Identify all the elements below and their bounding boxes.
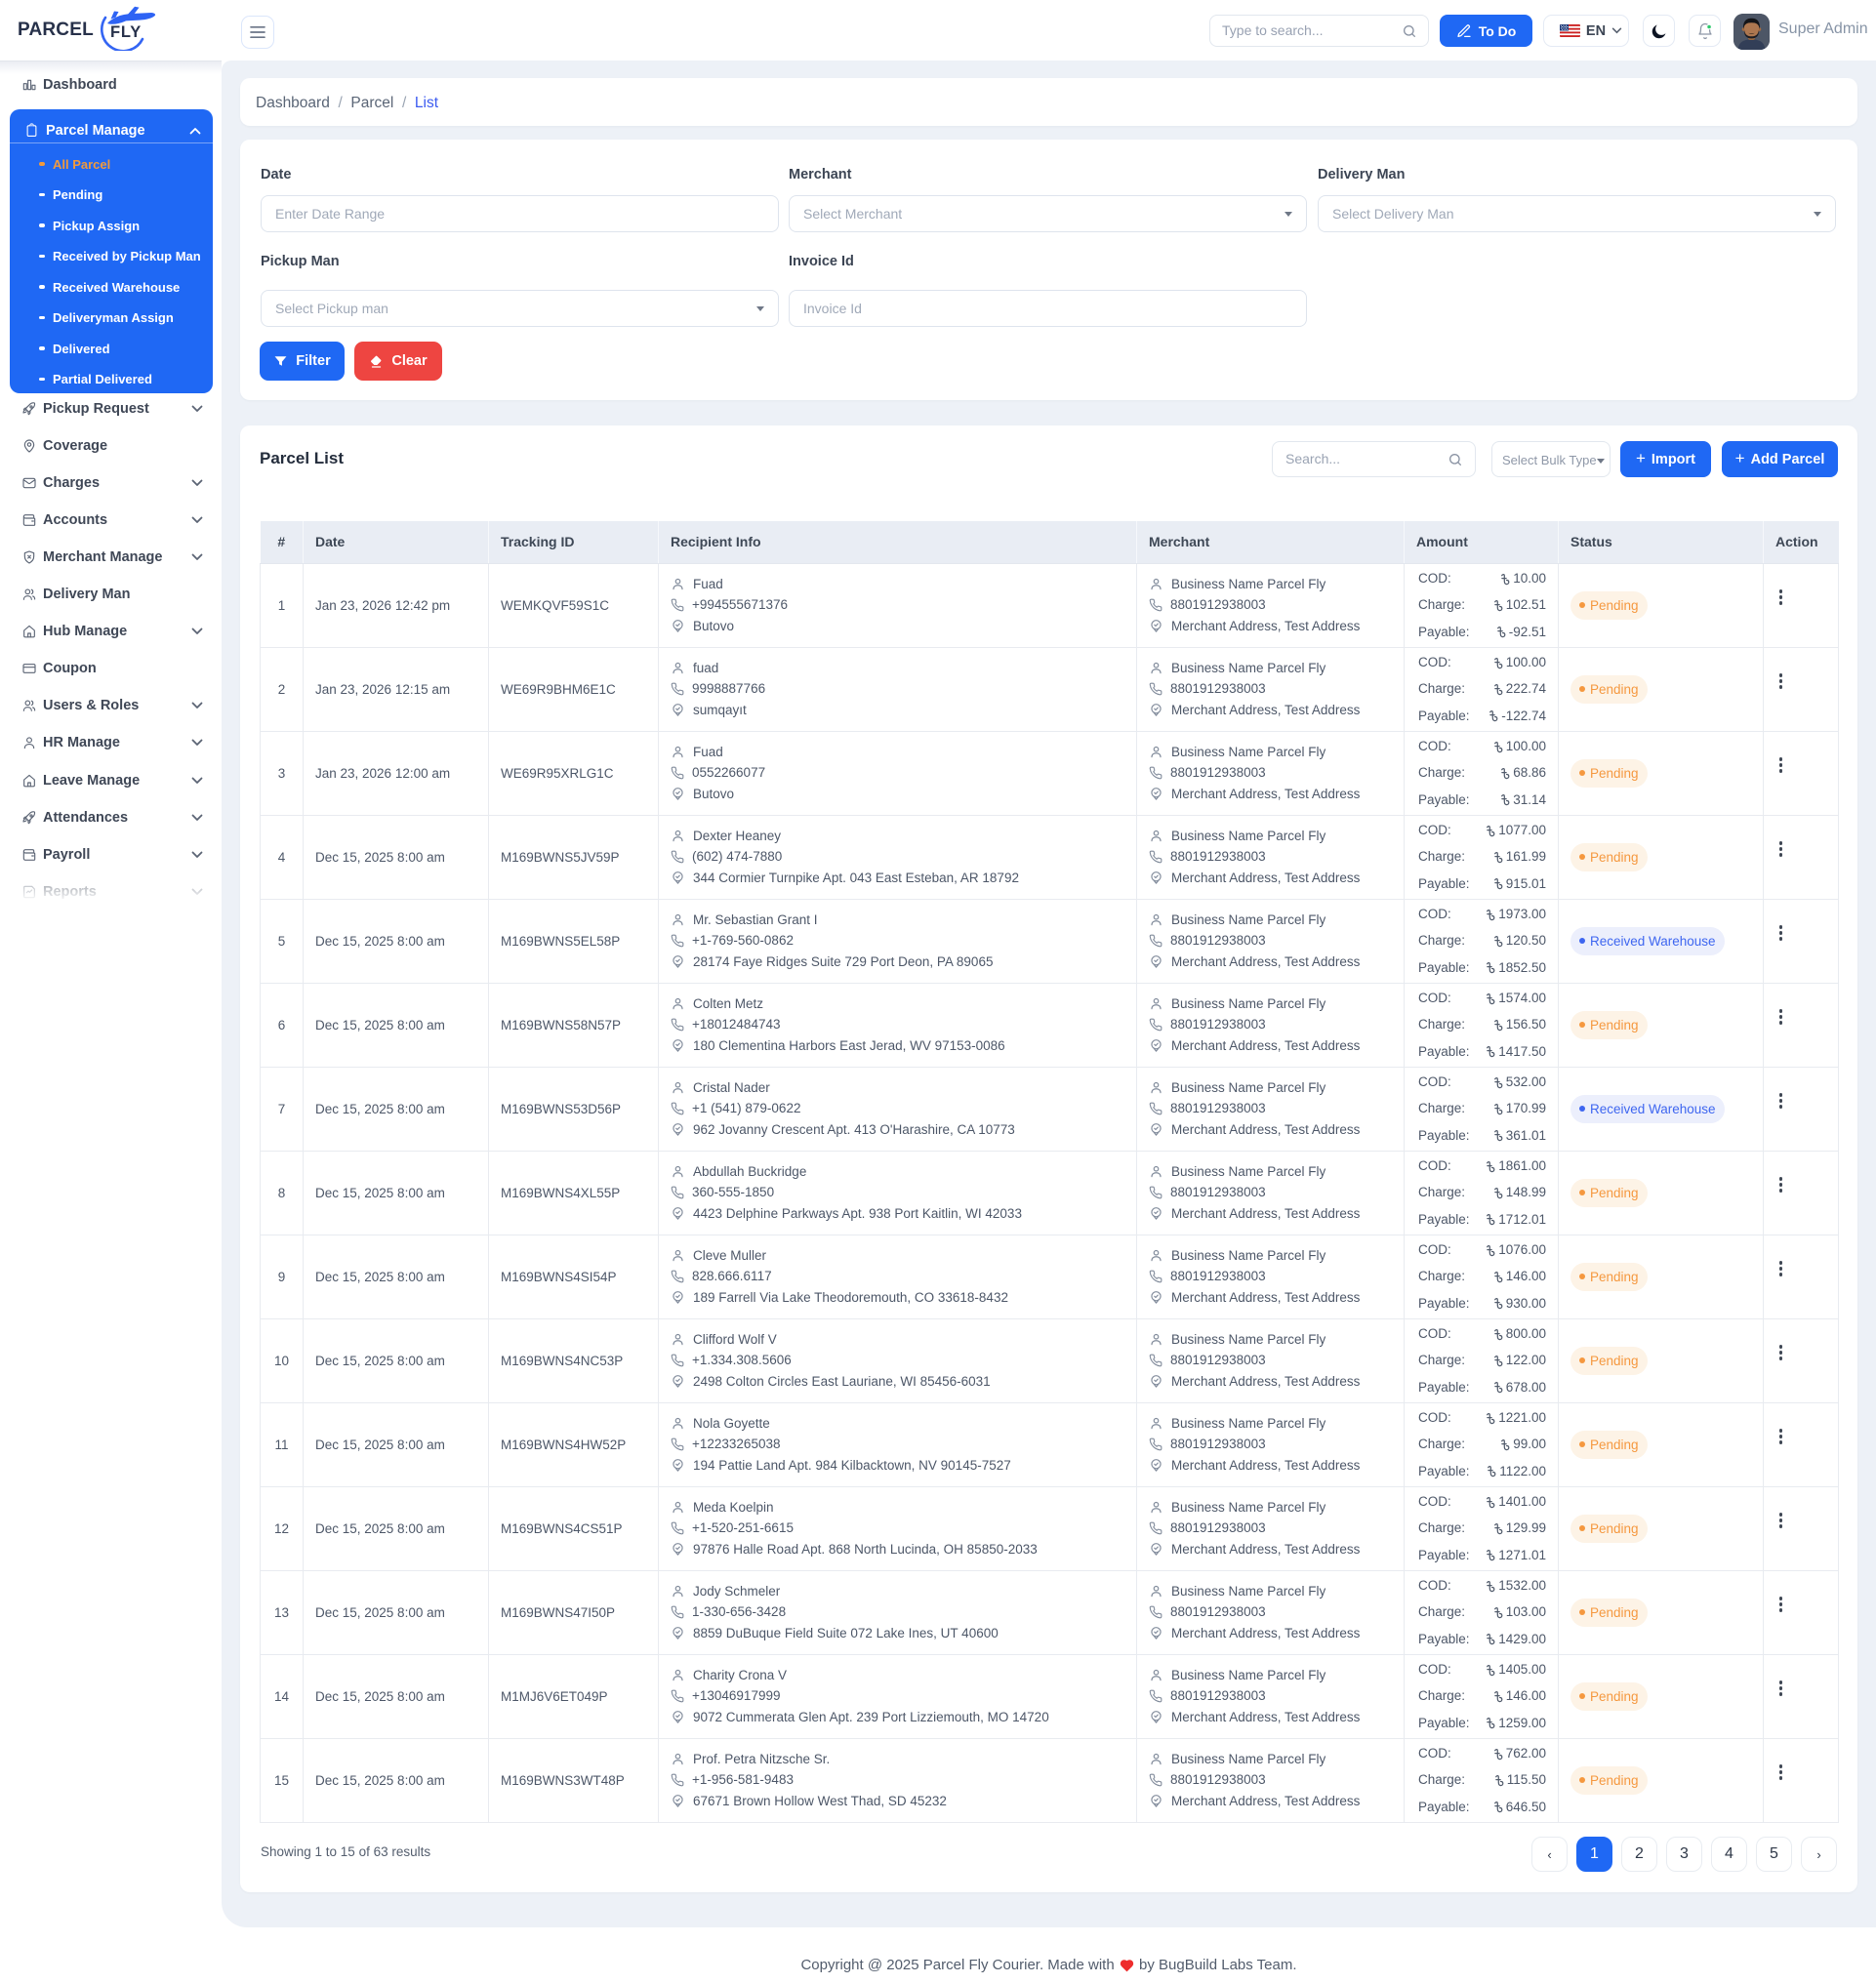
svg-text:FLY: FLY: [110, 23, 142, 41]
svg-text:PARCEL: PARCEL: [18, 20, 94, 40]
